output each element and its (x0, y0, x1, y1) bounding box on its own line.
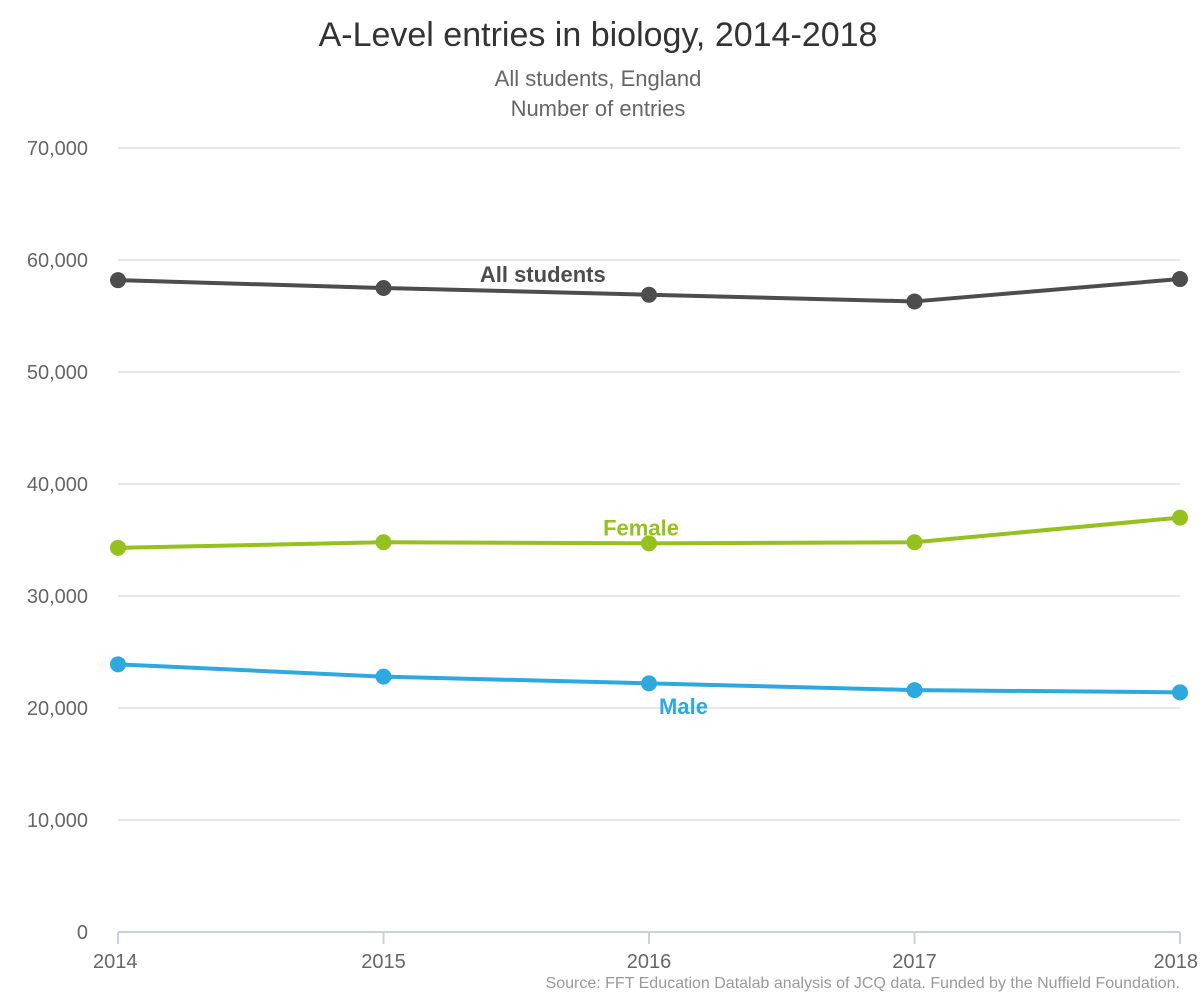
y-tick-label: 70,000 (27, 138, 88, 160)
x-tick-label: 2014 (93, 951, 138, 973)
data-point (110, 272, 126, 289)
data-point (110, 656, 126, 673)
data-point (1172, 271, 1188, 288)
chart-subtitle-measure: Number of entries (510, 96, 686, 121)
x-tick-label: 2017 (892, 951, 937, 973)
y-tick-label: 30,000 (27, 586, 88, 608)
data-point (110, 539, 126, 556)
data-point (1172, 509, 1188, 526)
data-point (375, 280, 392, 296)
y-tick-label: 20,000 (27, 698, 88, 720)
data-point (641, 286, 657, 303)
series-lines (110, 271, 1188, 701)
chart-subtitle-population: All students, England (494, 66, 702, 91)
data-point (641, 535, 657, 552)
y-tick-label: 50,000 (27, 362, 88, 384)
gridlines (118, 147, 1180, 821)
x-tick-label: 2016 (627, 951, 672, 973)
x-tick-label: 2015 (361, 951, 406, 973)
data-point (906, 534, 923, 551)
series-labels: All students Female Male (480, 262, 708, 719)
data-point (375, 534, 392, 551)
data-point (906, 293, 923, 310)
y-tick-label: 40,000 (27, 474, 88, 496)
y-tick-label: 10,000 (27, 810, 88, 832)
series-label: Male (659, 694, 708, 719)
data-point (1172, 684, 1188, 701)
y-tick-label: 0 (77, 922, 88, 944)
data-point (375, 668, 392, 685)
y-tick-label: 60,000 (27, 250, 88, 272)
x-axis: 2014 2015 2016 2017 2018 (93, 931, 1199, 973)
series-label: Female (603, 515, 679, 540)
data-point (641, 675, 657, 692)
source-note: Source: FFT Education Datalab analysis o… (545, 975, 1180, 992)
y-axis-ticks: 0 10,000 20,000 30,000 40,000 50,000 60,000 70,… (27, 138, 88, 944)
data-point (906, 682, 923, 699)
chart-title: A-Level entries in biology, 2014-2018 (318, 16, 878, 54)
series-label: All students (480, 262, 606, 287)
x-tick-label: 2018 (1154, 951, 1199, 973)
